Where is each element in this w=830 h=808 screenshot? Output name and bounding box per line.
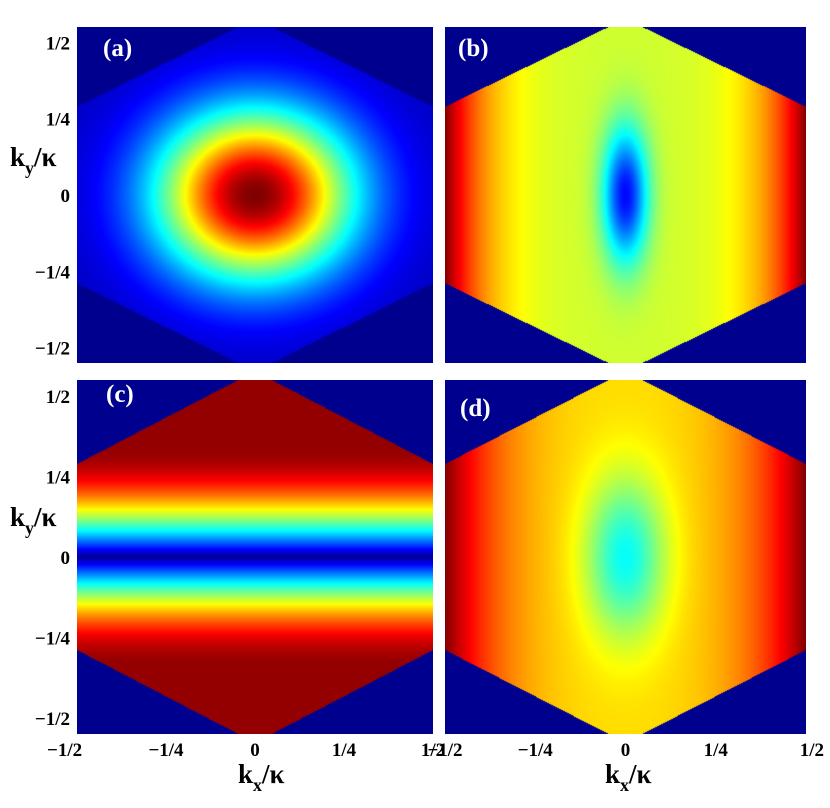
- panel-a-label: (a): [103, 35, 132, 62]
- x-tick-label: 0: [250, 740, 260, 761]
- panel-b: (b): [445, 27, 806, 363]
- y-tick-labels-bottom: 1/2 1/4 0 −1/4 −1/2: [35, 387, 71, 730]
- x-tick-labels-right: −1/2 −1/4 0 1/4 1/2: [427, 740, 824, 761]
- panel-c: (c): [77, 380, 433, 734]
- y-tick-label: 1/4: [46, 110, 71, 131]
- y-axis-label-bottom: ky/κ: [10, 502, 57, 538]
- panel-b-label: (b): [458, 35, 489, 62]
- panel-b-heatmap: [445, 27, 806, 363]
- y-tick-label: 1/4: [46, 468, 71, 489]
- y-tick-label: 0: [61, 548, 71, 569]
- panel-d-label: (d): [460, 395, 491, 422]
- y-axis-label-top: ky/κ: [10, 142, 57, 178]
- x-tick-label: 0: [621, 740, 631, 761]
- x-axis-label-left: kx/κ: [238, 759, 285, 795]
- x-tick-label: 1/4: [704, 740, 729, 761]
- y-tick-label: 1/2: [46, 387, 70, 408]
- y-tick-label: −1/4: [35, 628, 71, 649]
- y-tick-label: 0: [61, 186, 71, 207]
- x-tick-label: 1/2: [800, 740, 824, 761]
- x-axis-label-right: kx/κ: [605, 759, 652, 795]
- x-tick-label: 1/2: [421, 740, 445, 761]
- panel-c-heatmap: [77, 380, 433, 734]
- panel-a-heatmap: [77, 27, 433, 363]
- panel-d-heatmap: [445, 380, 806, 734]
- y-tick-label: −1/4: [35, 262, 71, 283]
- x-tick-label: −1/4: [148, 740, 184, 761]
- x-tick-label: 1/4: [332, 740, 357, 761]
- panel-c-label: (c): [106, 381, 134, 408]
- y-tick-label: −1/2: [35, 339, 70, 360]
- y-tick-label: 1/2: [46, 33, 70, 54]
- y-tick-label: −1/2: [35, 709, 70, 730]
- panel-a: (a): [77, 27, 433, 363]
- x-tick-label: −1/2: [427, 740, 462, 761]
- y-tick-labels-top: 1/2 1/4 0 −1/4 −1/2: [35, 33, 71, 359]
- x-tick-labels-left: −1/2 −1/4 0 1/4 1/2: [47, 740, 445, 761]
- x-tick-label: −1/2: [47, 740, 82, 761]
- panel-d: (d): [445, 380, 806, 734]
- x-tick-label: −1/4: [518, 740, 554, 761]
